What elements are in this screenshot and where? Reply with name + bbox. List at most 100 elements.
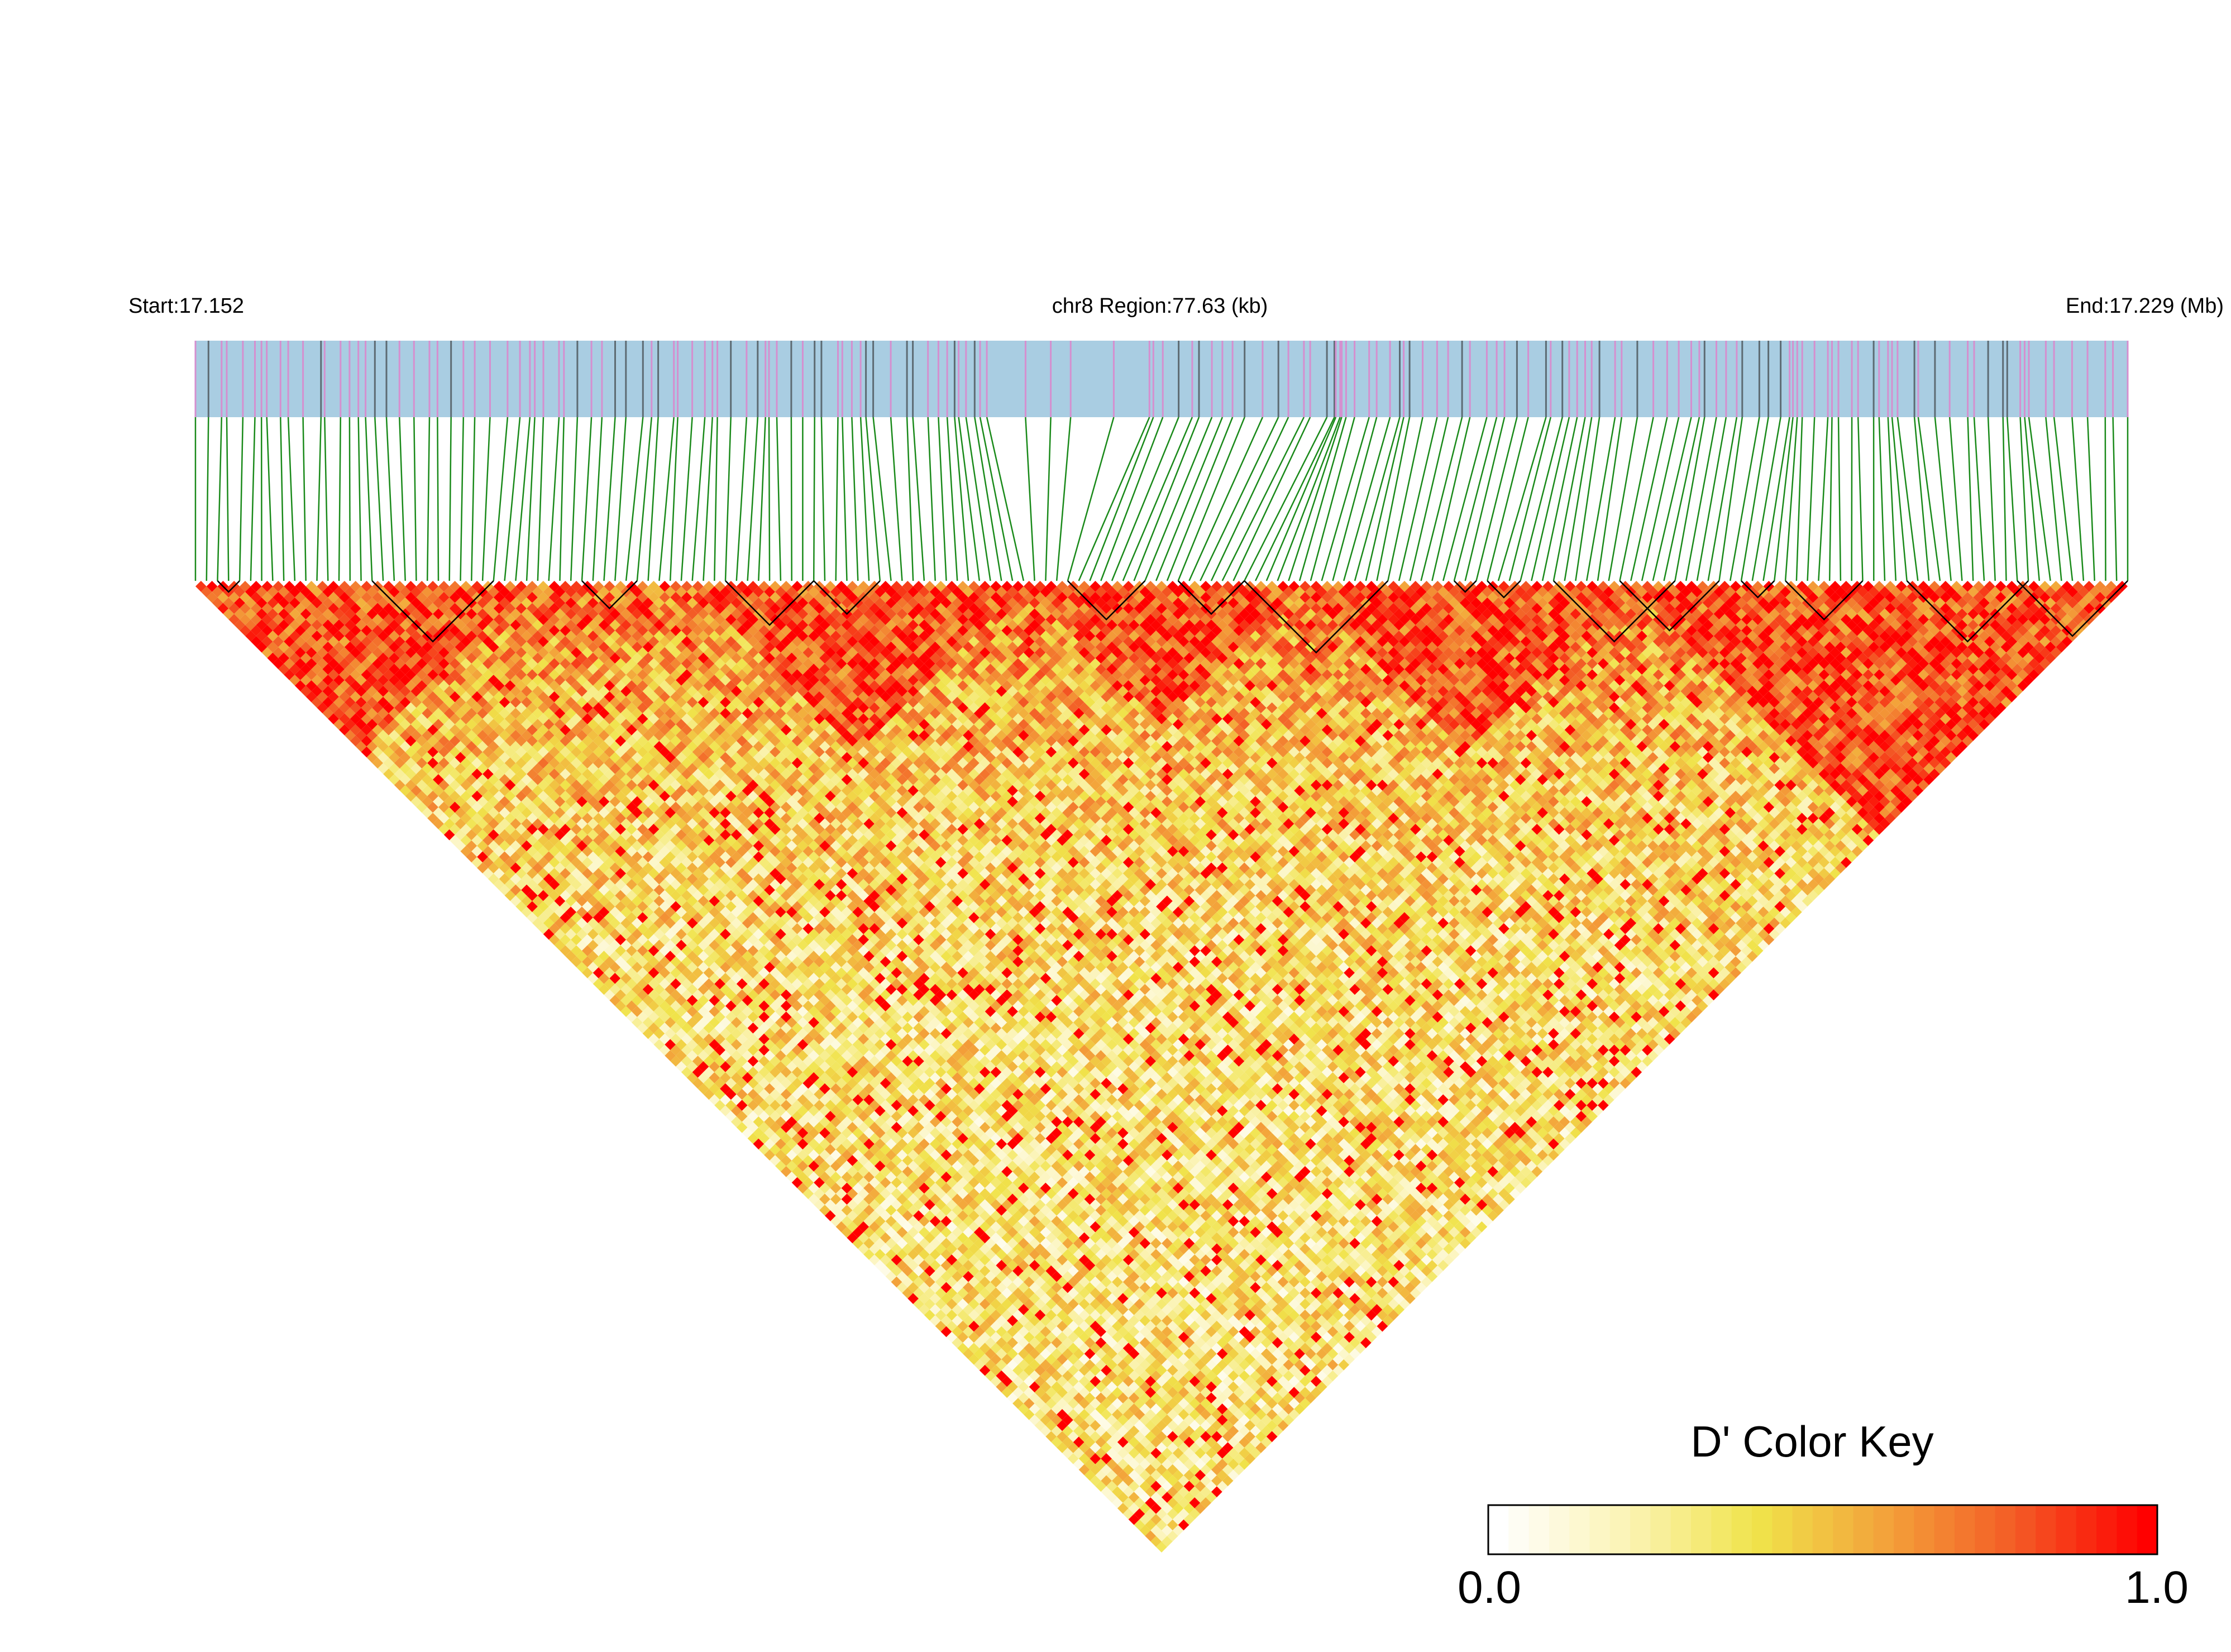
snp-connector-line: [1642, 417, 1679, 581]
snp-connector-line: [437, 417, 438, 581]
snp-connector-line: [1025, 417, 1034, 581]
snp-connector-line: [1974, 417, 1984, 581]
snp-connector-line: [251, 417, 255, 581]
snp-connector-line: [450, 417, 451, 581]
snp-connector-line: [1057, 417, 1071, 581]
snp-connector-line: [1068, 417, 1114, 581]
snp-connector-line: [692, 417, 705, 581]
snp-connector-line: [560, 417, 564, 581]
snp-connector-line: [593, 417, 602, 581]
snp-connector-line: [2105, 417, 2106, 581]
snp-connector-line: [582, 417, 591, 581]
snp-connector-line: [1344, 417, 1390, 581]
region-start-label: Start:17.152: [128, 294, 244, 318]
snp-connector-line: [2003, 417, 2007, 581]
snp-connector-line: [1898, 417, 1918, 581]
snp-connector-line: [1808, 417, 1815, 581]
snp-connector-line: [399, 417, 405, 581]
snp-connector-line: [1950, 417, 1962, 581]
snp-connector-line: [1454, 417, 1497, 581]
snp-connector-line: [538, 417, 543, 581]
snp-connector-line: [938, 417, 946, 581]
snp-connector-line: [366, 417, 372, 581]
snp-connector-line: [626, 417, 643, 581]
snp-connector-line: [1675, 417, 1704, 581]
snp-connectors: [195, 417, 2128, 581]
snp-connector-line: [414, 417, 416, 581]
snp-connector-line: [218, 417, 222, 581]
snp-connector-line: [913, 417, 924, 581]
snp-connector-line: [748, 417, 758, 581]
snp-connector-line: [1858, 417, 1862, 581]
snp-connector-line: [1818, 417, 1828, 581]
region-end-label: End:17.229 (Mb): [2066, 294, 2224, 318]
snp-connector-line: [207, 417, 209, 581]
snp-connector-line: [375, 417, 383, 581]
snp-connector-line: [836, 417, 838, 581]
snp-connector-line: [947, 417, 957, 581]
snp-connector-line: [1477, 417, 1517, 581]
snp-connector-line: [461, 417, 464, 581]
snp-connector-line: [2072, 417, 2084, 581]
snp-connector-line: [1838, 417, 1841, 581]
snp-connector-line: [1079, 417, 1150, 581]
snp-connector-line: [928, 417, 935, 581]
snp-connector-line: [1785, 417, 1797, 581]
ld-cells: [195, 581, 2128, 1553]
snp-connector-line: [1145, 417, 1212, 581]
snp-connector-line: [873, 417, 891, 581]
snp-connector-line: [1653, 417, 1692, 581]
snp-connector-line: [842, 417, 847, 581]
snp-connector-line: [571, 417, 577, 581]
snp-connector-line: [240, 417, 243, 581]
snp-connector-line: [725, 417, 731, 581]
snp-connector-line: [1278, 417, 1340, 581]
snp-connector-line: [769, 417, 770, 581]
snp-connector-line: [1664, 417, 1699, 581]
snp-connector-line: [907, 417, 913, 581]
snp-connector-line: [2054, 417, 2072, 581]
snp-connector-line: [427, 417, 429, 581]
snp-connector-line: [758, 417, 765, 581]
snp-connector-line: [704, 417, 713, 581]
snp-connector-line: [2007, 417, 2017, 581]
snp-connector-line: [980, 417, 1012, 581]
snp-connector-line: [1988, 417, 1995, 581]
snp-connector-line: [386, 417, 394, 581]
snp-connector-line: [1509, 417, 1551, 581]
snp-connector-line: [777, 417, 781, 581]
snp-connector-line: [615, 417, 626, 581]
snp-connector-line: [891, 417, 902, 581]
snp-connector-line: [280, 417, 284, 581]
snp-connector-line: [1968, 417, 1974, 581]
region-title: chr8 Region:77.63 (kb): [1052, 294, 1268, 318]
snp-connector-line: [267, 417, 273, 581]
snp-connector-line: [1234, 417, 1311, 581]
snp-connector-line: [1542, 417, 1577, 581]
snp-connector-line: [681, 417, 692, 581]
snp-connector-line: [604, 417, 615, 581]
snp-connector-line: [1421, 417, 1463, 581]
snp-connector-line: [1465, 417, 1504, 581]
snp-connector-line: [339, 417, 341, 581]
snp-connector-line: [821, 417, 825, 581]
snp-connector-line: [1521, 417, 1563, 581]
snp-connector-line: [494, 417, 508, 581]
snp-connector-line: [987, 417, 1024, 581]
snp-connector-line: [852, 417, 858, 581]
snp-connector-line: [1879, 417, 1885, 581]
snp-connector-line: [814, 417, 815, 581]
snp-connector-line: [471, 417, 475, 581]
snp-connector-line: [549, 417, 559, 581]
snp-connector-line: [1311, 417, 1355, 581]
snp-connector-line: [1531, 417, 1569, 581]
snp-connector-line: [1609, 417, 1637, 581]
snp-connector-line: [324, 417, 328, 581]
snp-connector-line: [359, 417, 361, 581]
snp-connector-line: [714, 417, 717, 581]
snp-connector-line: [1045, 417, 1050, 581]
snp-connector-line: [737, 417, 747, 581]
snp-connector-line: [1123, 417, 1192, 581]
